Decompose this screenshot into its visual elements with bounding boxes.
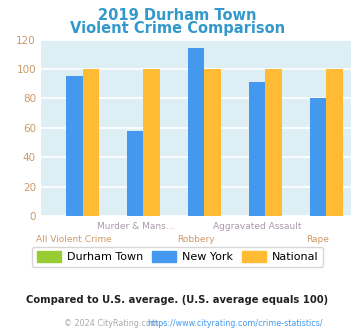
Text: https://www.cityrating.com/crime-statistics/: https://www.cityrating.com/crime-statist…: [147, 319, 323, 328]
Text: Compared to U.S. average. (U.S. average equals 100): Compared to U.S. average. (U.S. average …: [26, 295, 329, 305]
Bar: [66, 76, 83, 216]
Bar: [310, 98, 326, 216]
Text: Aggravated Assault: Aggravated Assault: [213, 222, 301, 231]
Text: Rape: Rape: [306, 235, 329, 244]
Text: Murder & Mans...: Murder & Mans...: [97, 222, 174, 231]
Bar: [188, 49, 204, 216]
Text: 2019 Durham Town: 2019 Durham Town: [98, 8, 257, 23]
Bar: [127, 131, 143, 216]
Bar: [265, 69, 282, 216]
Bar: [143, 69, 160, 216]
Bar: [204, 69, 221, 216]
Bar: [326, 69, 343, 216]
Text: Violent Crime Comparison: Violent Crime Comparison: [70, 21, 285, 36]
Text: © 2024 CityRating.com -: © 2024 CityRating.com -: [64, 319, 166, 328]
Bar: [249, 82, 265, 216]
Text: Robbery: Robbery: [178, 235, 215, 244]
Bar: [83, 69, 99, 216]
Text: All Violent Crime: All Violent Crime: [37, 235, 112, 244]
Legend: Durham Town, New York, National: Durham Town, New York, National: [32, 247, 323, 267]
